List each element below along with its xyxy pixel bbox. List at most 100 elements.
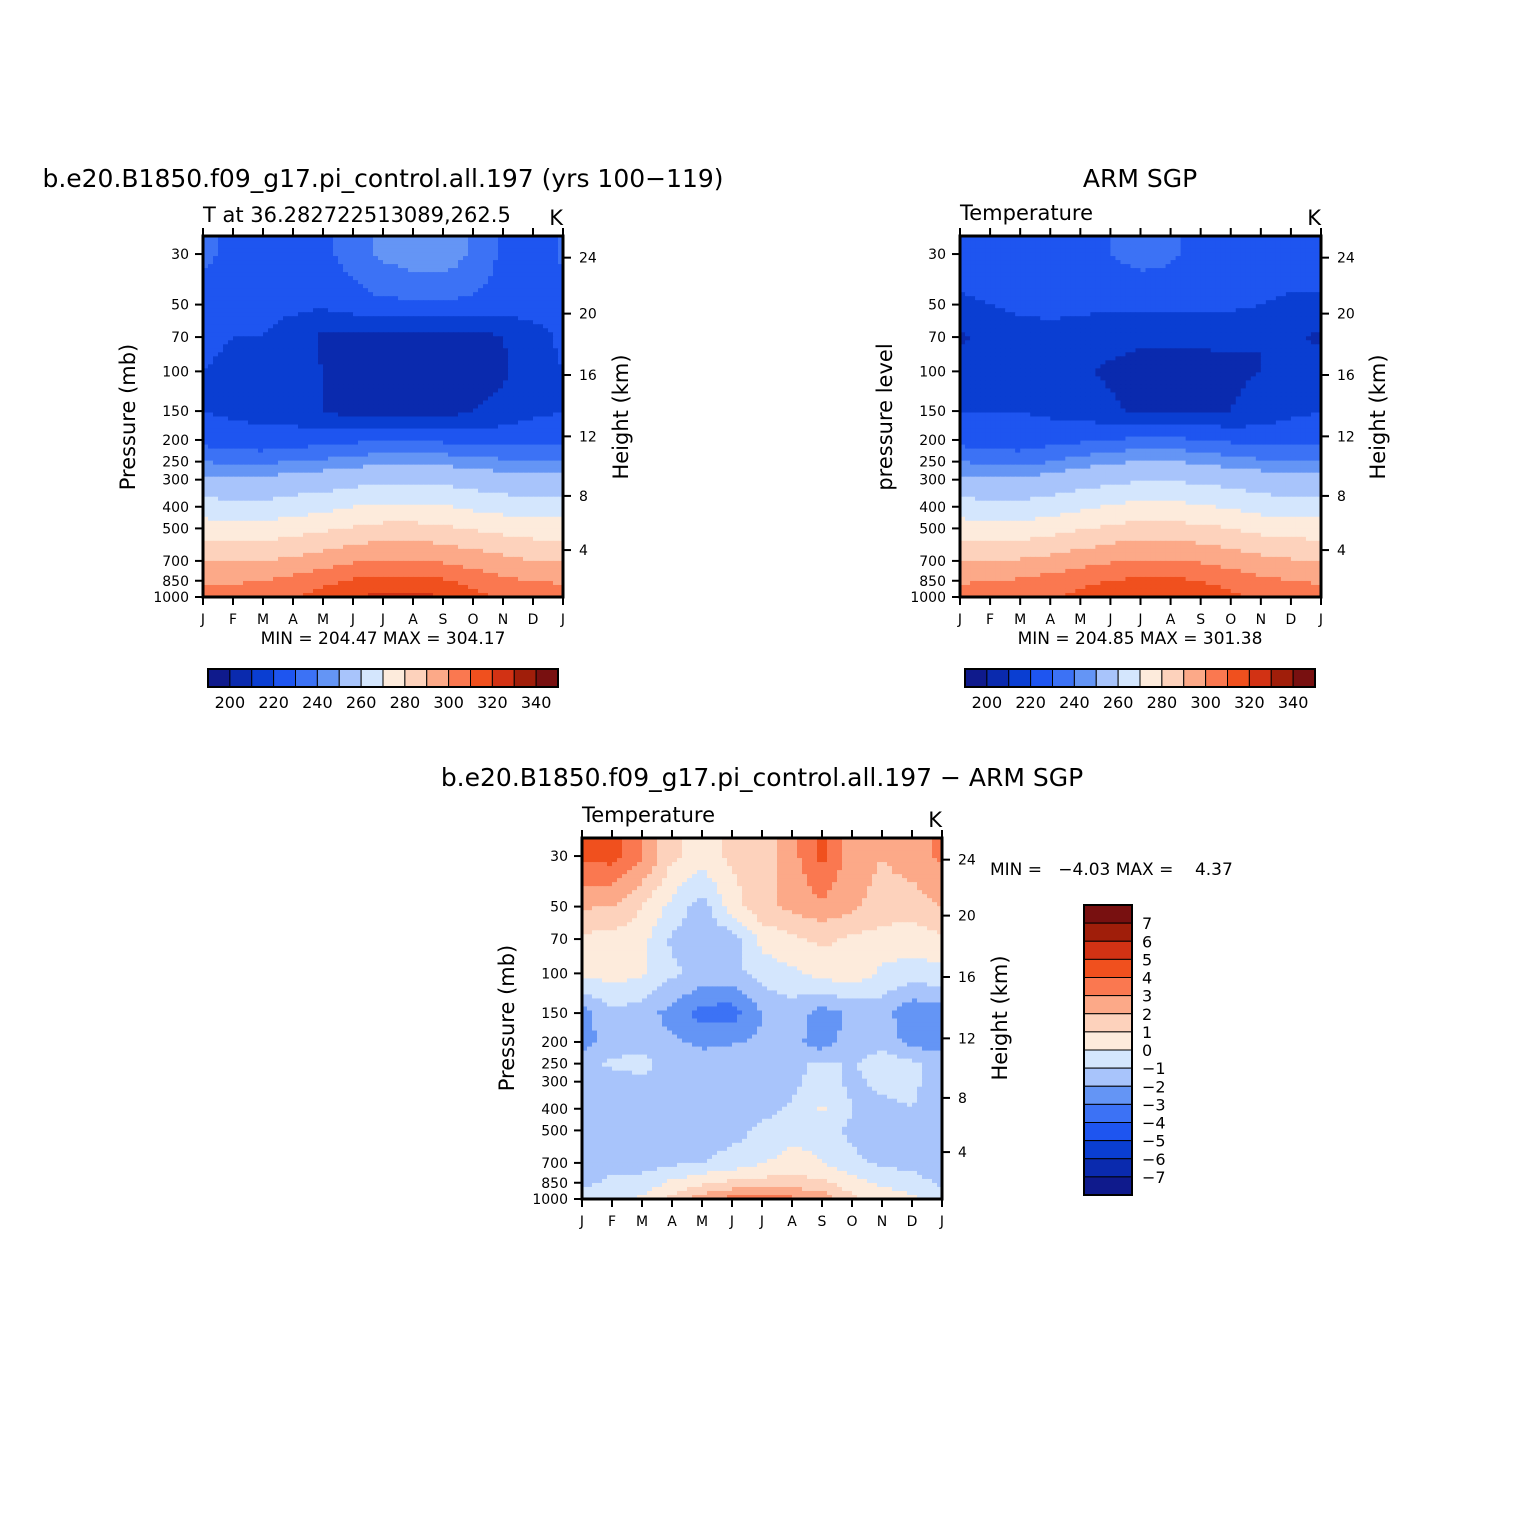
contour-cell xyxy=(373,501,379,506)
contour-cell xyxy=(328,276,334,281)
contour-cell xyxy=(468,344,474,349)
contour-cell xyxy=(388,288,394,293)
contour-cell xyxy=(278,449,284,454)
contour-cell xyxy=(388,356,394,361)
contour-cell xyxy=(293,368,299,373)
contour-cell xyxy=(353,280,359,285)
contour-cell xyxy=(228,352,234,357)
contour-cell xyxy=(228,384,234,389)
contour-cell xyxy=(418,376,424,381)
contour-cell xyxy=(328,304,334,309)
contour-cell xyxy=(508,489,514,494)
contour-cell xyxy=(378,264,384,269)
contour-cell xyxy=(408,304,414,309)
contour-cell xyxy=(498,392,504,397)
contour-cell xyxy=(473,372,479,377)
contour-cell xyxy=(398,400,404,405)
contour-cell xyxy=(218,268,224,273)
contour-cell xyxy=(218,296,224,301)
contour-cell xyxy=(363,260,369,265)
contour-cell xyxy=(283,368,289,373)
contour-cell xyxy=(228,465,234,470)
contour-cell xyxy=(363,256,369,261)
contour-cell xyxy=(288,425,294,430)
contour-cell xyxy=(408,264,414,269)
contour-cell xyxy=(283,356,289,361)
contour-cell xyxy=(458,356,464,361)
contour-cell xyxy=(398,497,404,502)
contour-cell xyxy=(298,368,304,373)
contour-cell xyxy=(303,248,309,253)
contour-cell xyxy=(373,324,379,329)
contour-cell xyxy=(368,429,374,434)
contour-cell xyxy=(288,260,294,265)
contour-cell xyxy=(278,364,284,369)
contour-cell xyxy=(508,280,514,285)
contour-cell xyxy=(398,461,404,466)
contour-cell xyxy=(273,300,279,305)
contour-cell xyxy=(408,308,414,313)
contour-cell xyxy=(468,340,474,345)
contour-cell xyxy=(488,360,494,365)
contour-cell xyxy=(313,457,319,462)
contour-cell xyxy=(503,493,509,498)
contour-cell xyxy=(418,509,424,514)
contour-cell xyxy=(293,336,299,341)
contour-cell xyxy=(258,280,264,285)
contour-cell xyxy=(293,497,299,502)
contour-cell xyxy=(293,505,299,510)
contour-cell xyxy=(313,256,319,261)
contour-cell xyxy=(448,441,454,446)
contour-cell xyxy=(278,433,284,438)
contour-cell xyxy=(268,296,274,301)
contour-cell xyxy=(228,473,234,478)
contour-cell xyxy=(283,376,289,381)
contour-cell xyxy=(488,320,494,325)
contour-cell xyxy=(378,240,384,245)
contour-cell xyxy=(498,477,504,482)
contour-cell xyxy=(423,240,429,245)
contour-cell xyxy=(333,400,339,405)
contour-cell xyxy=(463,256,469,261)
contour-cell xyxy=(213,324,219,329)
contour-cell xyxy=(528,384,534,389)
contour-cell xyxy=(303,244,309,249)
contour-cell xyxy=(548,489,554,494)
contour-cell xyxy=(273,284,279,289)
contour-cell xyxy=(323,421,329,426)
contour-cell xyxy=(293,392,299,397)
contour-cell xyxy=(488,276,494,281)
contour-cell xyxy=(513,501,519,506)
contour-cell xyxy=(423,392,429,397)
contour-cell xyxy=(413,336,419,341)
contour-cell xyxy=(398,441,404,446)
contour-cell xyxy=(373,497,379,502)
contour-cell xyxy=(408,384,414,389)
contour-cell xyxy=(238,408,244,413)
contour-cell xyxy=(423,324,429,329)
contour-cell xyxy=(538,388,544,393)
contour-cell xyxy=(418,465,424,470)
contour-cell xyxy=(413,404,419,409)
contour-cell xyxy=(233,465,239,470)
contour-cell xyxy=(368,493,374,498)
contour-cell xyxy=(503,272,509,277)
contour-cell xyxy=(528,380,534,385)
contour-cell xyxy=(493,481,499,486)
contour-cell xyxy=(443,252,449,257)
contour-cell xyxy=(413,400,419,405)
contour-cell xyxy=(488,404,494,409)
contour-cell xyxy=(488,489,494,494)
contour-cell xyxy=(548,316,554,321)
contour-cell xyxy=(383,324,389,329)
contour-cell xyxy=(423,489,429,494)
contour-cell xyxy=(508,372,514,377)
contour-cell xyxy=(503,384,509,389)
contour-cell xyxy=(503,441,509,446)
contour-cell xyxy=(373,336,379,341)
contour-cell xyxy=(478,489,484,494)
contour-cell xyxy=(338,320,344,325)
contour-cell xyxy=(423,417,429,422)
contour-cell xyxy=(303,344,309,349)
contour-cell xyxy=(458,336,464,341)
